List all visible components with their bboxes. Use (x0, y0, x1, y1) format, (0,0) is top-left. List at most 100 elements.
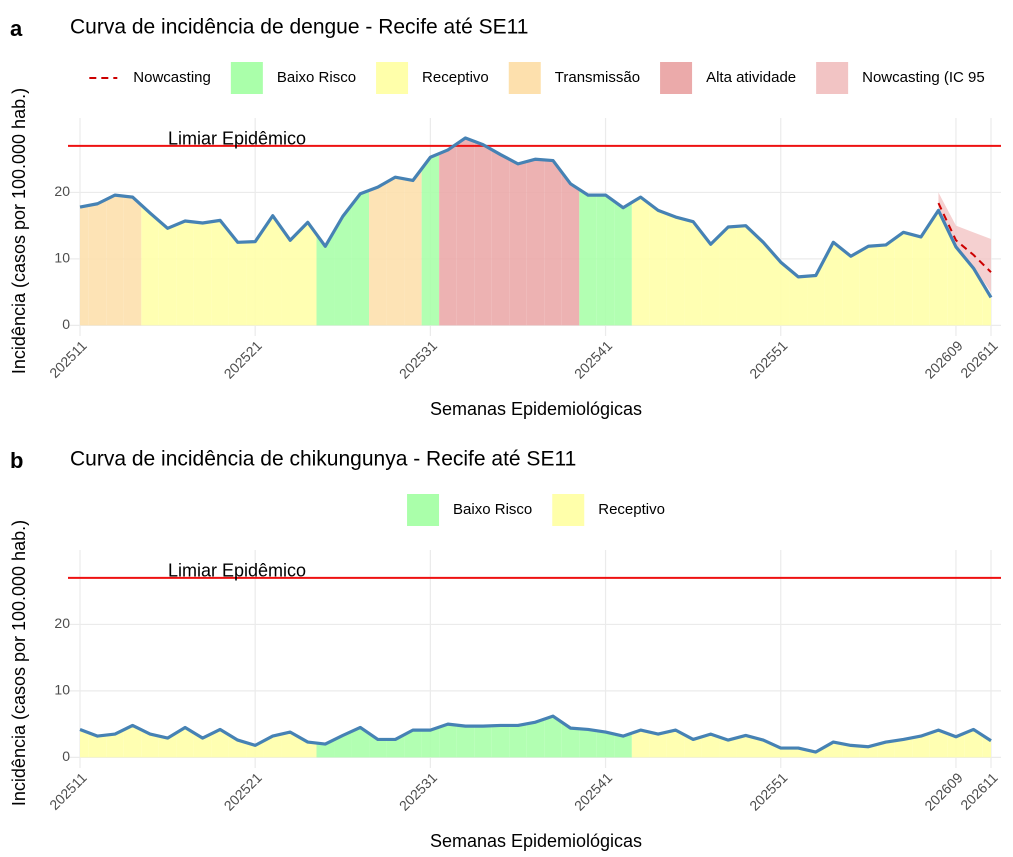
risk-area (912, 223, 930, 326)
risk-area (193, 221, 212, 326)
risk-area (754, 233, 773, 326)
risk-area (719, 226, 737, 326)
risk-area (298, 222, 317, 326)
risk-area (281, 732, 299, 758)
legend-key (407, 494, 440, 526)
risk-area (228, 231, 247, 326)
risk-area (964, 729, 983, 758)
risk-area (666, 730, 685, 758)
legend-label: Baixo Risco (277, 69, 356, 86)
x-tick-label: 202511 (46, 337, 90, 381)
legend-key (230, 62, 263, 94)
risk-area (334, 205, 352, 326)
risk-area (684, 734, 702, 758)
risk-area (894, 232, 913, 326)
risk-area (281, 228, 299, 326)
risk-area (123, 196, 142, 326)
risk-area (421, 153, 440, 326)
risk-area (88, 199, 107, 326)
legend-key (816, 62, 849, 94)
risk-area (614, 733, 632, 758)
x-tick-label: 202541 (571, 769, 615, 813)
x-tick-label: 202531 (396, 337, 440, 381)
risk-area (316, 231, 335, 326)
risk-area (964, 257, 983, 326)
risk-area (736, 735, 755, 758)
y-tick-label: 10 (54, 250, 70, 266)
risk-area (736, 225, 755, 326)
risk-area (526, 719, 545, 758)
legend-label: Baixo Risco (453, 501, 532, 518)
incidence-line (79, 714, 992, 754)
risk-area (509, 159, 527, 326)
risk-area (719, 737, 737, 758)
chart-title: Curva de incidência de chikungunya - Rec… (70, 448, 576, 471)
x-tick-label: 202609 (921, 337, 965, 381)
risk-area (456, 725, 475, 758)
risk-area (176, 221, 194, 326)
risk-area (614, 201, 632, 326)
risk-area (982, 282, 991, 326)
risk-area (666, 213, 685, 326)
risk-area (298, 737, 317, 758)
x-tick-label: 202521 (221, 337, 265, 381)
legend-key (660, 62, 693, 94)
risk-area (80, 205, 89, 326)
y-axis-title: Incidência (casos por 100.000 hab.) (9, 88, 29, 374)
risk-area (211, 729, 229, 758)
legend-label: Nowcasting (133, 69, 211, 86)
risk-area (439, 143, 457, 326)
risk-area (544, 159, 562, 326)
risk-area (561, 172, 580, 326)
panel-label: a (10, 16, 23, 41)
nowcast-line (937, 202, 992, 273)
risk-area (193, 732, 212, 758)
legend-label: Transmissão (555, 69, 640, 86)
risk-area (386, 177, 405, 326)
legend-key (552, 494, 585, 526)
x-axis-title: Semanas Epidemiológicas (430, 831, 642, 851)
panel-label: b (10, 448, 23, 473)
x-tick-label: 202551 (746, 769, 790, 813)
risk-area (579, 189, 597, 326)
risk-area (701, 734, 720, 758)
x-tick-label: 202551 (746, 337, 790, 381)
x-tick-label: 202609 (921, 769, 965, 813)
x-tick-label: 202531 (396, 769, 440, 813)
threshold-label: Limiar Epidêmico (168, 129, 306, 149)
x-tick-label: 202611 (957, 337, 1001, 381)
incidence-line (79, 136, 993, 299)
x-axis-title: Semanas Epidemiológicas (430, 399, 642, 419)
risk-area (439, 724, 457, 758)
risk-area (929, 730, 948, 758)
legend: Nowcasting Baixo Risco Receptivo Transmissã… (89, 62, 985, 94)
risk-area (684, 219, 702, 326)
legend-key (508, 62, 541, 94)
risk-area (246, 228, 264, 326)
risk-area (351, 190, 370, 326)
risk-area (404, 168, 422, 326)
x-tick-label: 202511 (46, 769, 90, 813)
risk-area (123, 725, 142, 758)
risk-area (158, 732, 177, 758)
risk-area (228, 734, 247, 758)
legend-key (376, 62, 409, 94)
risk-area (649, 732, 667, 758)
risk-area (824, 242, 843, 326)
risk-area (141, 205, 159, 326)
y-tick-label: 10 (54, 682, 70, 698)
risk-area (789, 269, 808, 326)
risk-area (596, 195, 615, 326)
y-tick-label: 0 (62, 316, 70, 332)
risk-area (474, 141, 492, 326)
risk-area (912, 733, 930, 758)
y-tick-label: 0 (62, 748, 70, 764)
risk-area (456, 137, 475, 326)
risk-area (369, 182, 387, 326)
risk-area (631, 197, 650, 326)
legend-label: Receptivo (422, 69, 489, 86)
risk-area (80, 729, 89, 758)
threshold-label: Limiar Epidêmico (168, 561, 306, 581)
nowcast-band (938, 192, 991, 293)
